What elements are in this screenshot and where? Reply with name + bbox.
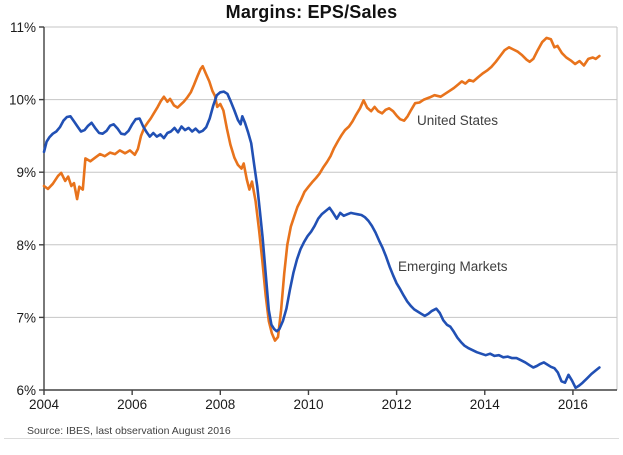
y-tick-label: 7%: [16, 310, 36, 325]
y-tick-label: 10%: [9, 93, 36, 108]
series-label-emerging-markets: Emerging Markets: [398, 259, 508, 274]
x-tick-label: 2008: [205, 397, 235, 412]
x-tick-label: 2014: [470, 397, 501, 412]
x-tick-label: 2004: [29, 397, 60, 412]
series-line-united-states: [42, 36, 601, 342]
x-tick-label: 2006: [117, 397, 147, 412]
x-tick-label: 2010: [293, 397, 323, 412]
source-note: Source: IBES, last observation August 20…: [27, 425, 231, 437]
series-label-united-states: United States: [417, 113, 499, 128]
chart-title: Margins: EPS/Sales: [225, 2, 398, 22]
y-tick-label: 8%: [16, 238, 36, 253]
y-tick-label: 6%: [16, 383, 36, 398]
y-tick-label: 11%: [10, 20, 36, 35]
series-line-emerging-markets: [42, 90, 601, 390]
y-tick-label: 9%: [16, 165, 36, 180]
x-tick-label: 2012: [382, 397, 412, 412]
x-tick-label: 2016: [558, 397, 588, 412]
bottom-rule: [4, 438, 619, 439]
